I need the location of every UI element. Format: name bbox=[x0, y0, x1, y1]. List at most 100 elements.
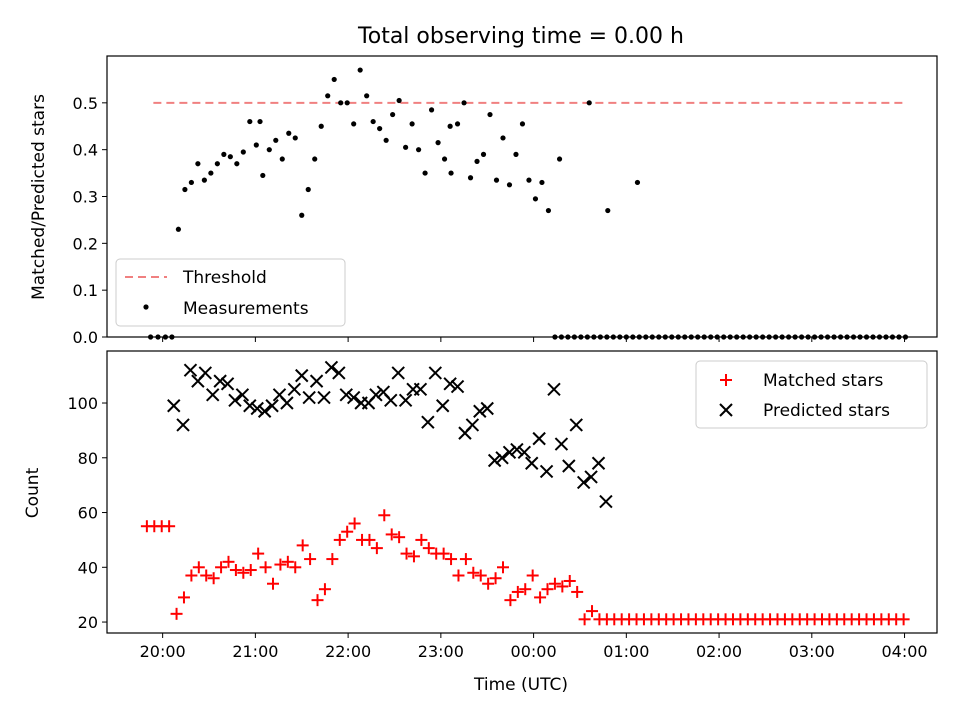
measurement-point bbox=[734, 334, 740, 340]
measurement-point bbox=[253, 142, 259, 148]
measurement-point bbox=[208, 170, 214, 176]
measurement-point bbox=[701, 334, 707, 340]
measurement-point bbox=[714, 334, 720, 340]
matched-star-point bbox=[311, 594, 324, 607]
predicted-star-point bbox=[198, 366, 213, 380]
measurement-point bbox=[312, 156, 318, 162]
top-y-tick-label: 0.5 bbox=[73, 94, 98, 113]
measurement-point bbox=[708, 334, 714, 340]
matched-star-point bbox=[252, 547, 265, 560]
measurement-point bbox=[634, 179, 641, 186]
predicted-star-point bbox=[591, 456, 606, 470]
matched-star-point bbox=[548, 577, 561, 590]
matched-star-point bbox=[467, 566, 480, 579]
measurement-point bbox=[370, 118, 376, 125]
measurement-point bbox=[824, 334, 831, 340]
matched-star-point bbox=[452, 569, 465, 582]
measurement-point bbox=[779, 334, 785, 340]
top-y-tick-label: 0.4 bbox=[73, 141, 98, 160]
top-y-tick-label: 0.2 bbox=[73, 234, 98, 253]
measurement-point bbox=[377, 125, 383, 132]
measurement-point bbox=[539, 179, 545, 186]
x-tick-label: 23:00 bbox=[418, 642, 464, 661]
bottom-panel: 20 40 60 80 100 20:00 21:00 22:00 23:00 00:00 01:… bbox=[23, 350, 938, 695]
measurement-point bbox=[610, 334, 616, 340]
predicted-star-point bbox=[167, 399, 181, 413]
predicted-star-point bbox=[206, 388, 220, 402]
bottom-y-ticks: 20 40 60 80 100 bbox=[67, 394, 107, 632]
measurement-point bbox=[850, 334, 857, 340]
measurement-point bbox=[448, 170, 454, 176]
x-tick-label: 02:00 bbox=[696, 642, 742, 661]
x-tick-label: 22:00 bbox=[325, 642, 371, 661]
matched-star-point bbox=[526, 569, 539, 582]
measurement-point bbox=[292, 135, 298, 141]
predicted-star-point bbox=[576, 475, 591, 490]
matched-star-point bbox=[170, 607, 183, 620]
measurement-point bbox=[688, 334, 694, 340]
predicted-star-point bbox=[569, 418, 583, 432]
predicted-star-point bbox=[280, 396, 294, 410]
predicted-star-point bbox=[398, 393, 413, 407]
measurement-point bbox=[584, 334, 590, 340]
matched-star-point bbox=[385, 528, 398, 541]
measurement-point bbox=[234, 161, 240, 167]
predicted-star-point bbox=[228, 393, 242, 407]
top-y-ticks: 0.0 0.1 0.2 0.3 0.4 0.5 bbox=[73, 94, 107, 347]
matched-star-point bbox=[222, 555, 235, 568]
predicted-star-point bbox=[243, 399, 257, 413]
matched-star-point bbox=[281, 555, 294, 568]
measurement-point bbox=[325, 93, 331, 99]
predicted-star-point bbox=[502, 445, 517, 460]
measurement-point bbox=[552, 334, 558, 340]
predicted-star-point bbox=[428, 366, 442, 380]
measurement-point bbox=[870, 334, 876, 340]
matched-star-point bbox=[407, 550, 420, 563]
top-legend-box bbox=[115, 258, 346, 327]
measurement-point bbox=[318, 123, 324, 129]
matched-star-point bbox=[563, 574, 576, 587]
bottom-plot-frame bbox=[106, 350, 938, 634]
measurement-point bbox=[519, 121, 526, 127]
predicted-star-point bbox=[332, 366, 346, 380]
measurement-point bbox=[364, 93, 370, 99]
matched-star-point bbox=[519, 583, 532, 596]
measurement-point bbox=[605, 207, 611, 214]
measurement-point bbox=[273, 137, 279, 143]
measurement-points bbox=[147, 67, 909, 340]
measurement-point bbox=[396, 97, 402, 104]
predicted-star-point bbox=[250, 401, 264, 416]
matched-star-point bbox=[474, 569, 487, 582]
measurement-point bbox=[571, 334, 577, 340]
bottom-y-tick-label: 60 bbox=[78, 504, 98, 523]
matched-star-point bbox=[215, 561, 228, 574]
measurement-point bbox=[649, 334, 655, 340]
matched-star-point bbox=[482, 577, 495, 590]
measurement-point bbox=[844, 334, 850, 340]
measurement-point bbox=[643, 334, 649, 340]
predicted-star-point bbox=[265, 399, 279, 413]
matched-star-point bbox=[556, 580, 569, 593]
predicted-star-point bbox=[421, 415, 435, 429]
predicted-star-point bbox=[562, 459, 576, 473]
measurement-point bbox=[747, 334, 753, 340]
matched-star-point bbox=[348, 517, 361, 530]
measurements-legend-swatch bbox=[143, 304, 149, 310]
predicted-star-point bbox=[487, 453, 502, 468]
predicted-star-point bbox=[436, 399, 450, 413]
measurement-point bbox=[896, 334, 902, 340]
matched-star-point bbox=[185, 569, 198, 582]
predicted-star-point bbox=[510, 442, 524, 457]
measurement-point bbox=[889, 334, 896, 340]
bottom-y-tick-label: 100 bbox=[67, 394, 98, 413]
predicted-star-point bbox=[384, 393, 398, 407]
matched-star-point bbox=[422, 542, 435, 555]
bottom-x-ticks: 20:00 21:00 22:00 23:00 00:00 01:00 02:00 03:00… bbox=[140, 633, 928, 661]
x-tick-label: 04:00 bbox=[881, 642, 927, 661]
matched-star-point bbox=[274, 558, 287, 571]
measurement-point bbox=[266, 147, 272, 153]
bottom-legend: Matched stars Predicted stars bbox=[695, 360, 928, 429]
matched-star-point bbox=[571, 585, 584, 598]
measurement-point bbox=[636, 334, 642, 340]
